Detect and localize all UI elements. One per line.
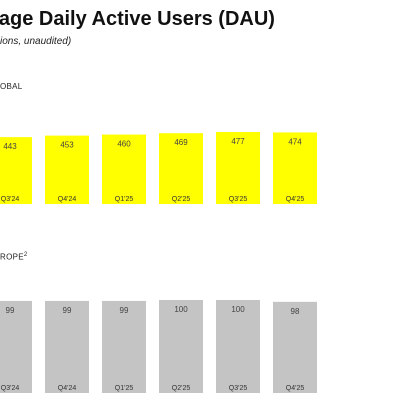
global-bar [159, 133, 203, 204]
europe-bar-value-label: 100 [231, 305, 245, 314]
panel-label-europe-text: ROPE [0, 252, 24, 262]
europe-bar-value-label: 99 [6, 306, 15, 315]
panel-label-europe: ROPE2 [0, 252, 28, 262]
panel-label-global: OBAL [0, 82, 23, 91]
europe-bar [45, 300, 89, 393]
global-bar-value-label: 474 [288, 137, 302, 146]
europe-category-label: Q3'24 [1, 385, 20, 392]
global-category-label: Q1'25 [115, 196, 134, 203]
europe-dau-bar-chart: 99 Q3'24 99 Q4'24 99 Q1'25 100 Q2'25 100 Q3'25 98 Q… [0, 300, 317, 393]
global-bar [0, 137, 32, 204]
europe-bar-value-label: 98 [291, 307, 300, 316]
chart-title: erage Daily Active Users (DAU) [0, 8, 275, 30]
global-bar [102, 134, 146, 204]
global-category-label: Q4'24 [58, 196, 77, 203]
global-category-label: Q3'25 [229, 196, 248, 203]
europe-bar [159, 300, 203, 393]
global-bar [216, 132, 260, 204]
europe-bar [102, 300, 146, 393]
global-category-label: Q4'25 [286, 196, 305, 203]
europe-category-label: Q4'24 [58, 385, 77, 392]
europe-category-label: Q1'25 [115, 385, 134, 392]
global-bar [273, 132, 317, 204]
global-bar [45, 135, 89, 204]
global-category-label: Q3'24 [1, 196, 20, 203]
chart-subtitle: ions, unaudited) [0, 36, 72, 47]
europe-bar [216, 300, 260, 393]
global-bar-value-label: 469 [174, 138, 188, 147]
europe-category-label: Q2'25 [172, 385, 191, 392]
footnote-marker: 2 [23, 252, 28, 258]
europe-bar [0, 300, 32, 393]
europe-bar-value-label: 99 [120, 306, 129, 315]
europe-category-label: Q3'25 [229, 385, 248, 392]
europe-bar-value-label: 100 [174, 305, 188, 314]
europe-bar-value-label: 99 [63, 306, 72, 315]
global-bar-value-label: 443 [3, 142, 17, 151]
global-bar-value-label: 453 [60, 141, 74, 150]
global-bar-value-label: 460 [117, 140, 131, 149]
global-dau-bar-chart: 443 Q3'24 453 Q4'24 460 Q1'25 469 Q2'25 477 Q3'25… [0, 132, 317, 204]
panel-label-global-text: OBAL [0, 82, 23, 91]
europe-category-label: Q4'25 [286, 385, 305, 392]
global-bar-value-label: 477 [231, 137, 245, 146]
europe-bar [273, 301, 317, 393]
global-category-label: Q2'25 [172, 196, 191, 203]
